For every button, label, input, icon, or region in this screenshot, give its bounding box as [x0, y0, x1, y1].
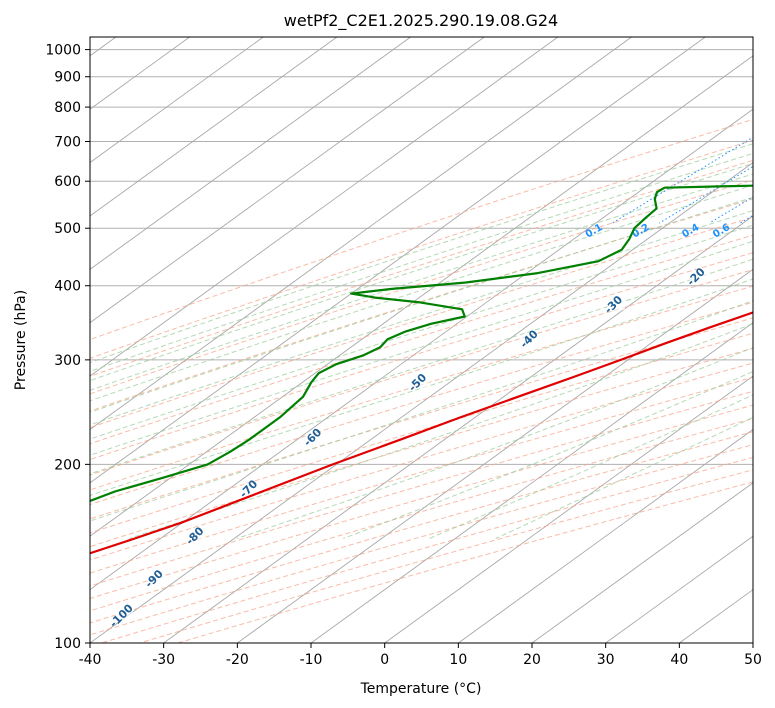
- x-tick-label: 40: [670, 652, 688, 668]
- isotherm-line: [90, 37, 485, 324]
- dry-adiabat-line: [90, 332, 753, 534]
- plot-frame: [89, 36, 754, 644]
- label-backdrop: [607, 300, 626, 311]
- x-tick-label: -20: [226, 652, 249, 668]
- dry-adiabat-line: [90, 317, 753, 520]
- label-backdrop: [689, 272, 708, 283]
- dry-adiabat-line: [90, 198, 753, 412]
- y-tick-label: 300: [54, 353, 81, 369]
- y-tick-label: 900: [54, 70, 81, 86]
- dewpoint-profile-line: [90, 184, 753, 503]
- isotherm-line: [90, 108, 753, 591]
- moist-adiabat-line: [90, 278, 753, 497]
- y-tick-label: 600: [54, 174, 81, 190]
- isotherm-line: [384, 375, 753, 643]
- y-tick-label: 700: [54, 134, 81, 150]
- x-tick-label: 20: [523, 652, 541, 668]
- dry-adiabat-line: [90, 390, 753, 587]
- background-lines: [90, 37, 753, 643]
- isotherm-line: [90, 162, 753, 643]
- dry-adiabat-line: [90, 285, 753, 491]
- moist-adiabat-line: [90, 224, 753, 440]
- x-tick-label: 10: [449, 652, 467, 668]
- dry-adiabat-line: [90, 234, 753, 445]
- chart-title: wetPf2_C2E1.2025.290.19.08.G24: [284, 11, 558, 31]
- dry-adiabat-line: [90, 301, 753, 506]
- dry-adiabat-line: [90, 118, 753, 341]
- dry-adiabat-line: [90, 362, 753, 561]
- x-tick-label: -10: [300, 652, 323, 668]
- moist-adiabat-line: [90, 162, 753, 382]
- y-tick-label: 200: [54, 457, 81, 473]
- isotherm-line: [90, 37, 411, 270]
- isotherm-line: [90, 37, 706, 484]
- isotherm-line: [90, 37, 338, 217]
- dry-adiabat-line: [90, 252, 753, 461]
- y-tick-label: 500: [54, 221, 81, 237]
- x-axis-ticks: -40 -30 -20 -10 0 10 20 30 40 50: [79, 643, 762, 668]
- moist-adiabat-line: [236, 347, 753, 539]
- y-axis-title: Pressure (hPa): [13, 290, 29, 390]
- dry-adiabat-line: [90, 347, 753, 548]
- isotherm-line: [237, 268, 753, 643]
- moist-adiabat-line: [90, 210, 753, 426]
- dry-adiabat-line: [90, 376, 753, 574]
- moist-adiabat-line: [90, 173, 753, 391]
- x-tick-label: 30: [597, 652, 615, 668]
- moist-adiabat-line: [90, 184, 753, 402]
- dry-adiabat-line: [90, 159, 753, 377]
- label-backdrop: [522, 334, 541, 345]
- isotherm-line: [458, 428, 753, 643]
- moist-adiabat-line: [90, 152, 753, 372]
- isotherm-line: [90, 37, 559, 377]
- isotherm-line: [90, 55, 753, 537]
- isotherm-line: [605, 535, 753, 643]
- x-axis-title: Temperature (°C): [360, 681, 482, 697]
- isotherm-line: [90, 37, 632, 431]
- label-backdrop: [306, 432, 325, 443]
- x-tick-label: 0: [380, 652, 389, 668]
- y-tick-label: 800: [54, 100, 81, 116]
- y-axis-ticks: 100 200 300 400 500 600 700 800 900 1000: [45, 43, 90, 652]
- isotherm-line: [90, 37, 264, 164]
- x-tick-label: 50: [744, 652, 762, 668]
- x-tick-label: -30: [152, 652, 175, 668]
- moist-adiabat-line: [90, 143, 753, 364]
- label-backdrop: [188, 531, 207, 542]
- dry-adiabat-line: [90, 216, 753, 429]
- dry-adiabat-line: [90, 269, 753, 476]
- isotherm-line: [163, 215, 753, 643]
- y-tick-label: 100: [54, 636, 81, 652]
- label-backdrop: [147, 574, 166, 585]
- label-backdrop: [411, 378, 430, 389]
- label-backdrop: [242, 484, 261, 495]
- x-tick-label: -40: [79, 652, 102, 668]
- sounding-profiles: [90, 184, 753, 555]
- isotherm-line: [531, 482, 753, 643]
- label-backdrop: [114, 611, 133, 622]
- y-tick-label: 1000: [45, 43, 81, 59]
- y-tick-label: 400: [54, 279, 81, 295]
- isotherm-line: [310, 322, 753, 643]
- dry-adiabat-line: [90, 139, 753, 359]
- temperature-profile-line: [90, 311, 753, 555]
